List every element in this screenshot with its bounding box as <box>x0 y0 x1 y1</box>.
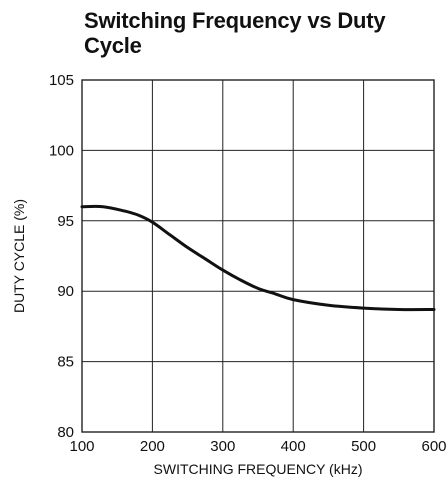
y-tick-label: 105 <box>49 72 74 89</box>
x-tick-label: 600 <box>421 438 446 455</box>
x-tick-label: 100 <box>69 438 94 455</box>
plot-frame <box>81 79 435 433</box>
x-tick-label: 400 <box>281 438 306 455</box>
y-tick-label: 95 <box>57 213 74 230</box>
grid-lines <box>81 79 435 433</box>
x-tick-label: 500 <box>351 438 376 455</box>
series-layer <box>80 204 436 312</box>
y-axis-label: DUTY CYCLE (%) <box>11 199 27 313</box>
y-tick-label: 90 <box>57 283 74 300</box>
y-tick-label: 100 <box>49 142 74 159</box>
x-tick-label: 200 <box>140 438 165 455</box>
x-axis-label: SWITCHING FREQUENCY (kHz) <box>154 461 363 477</box>
series-line-0 <box>80 204 436 312</box>
y-tick-label: 80 <box>57 424 74 441</box>
x-tick-label: 300 <box>210 438 235 455</box>
tick-labels: 100 200 300 400 500 600 80 85 90 95 100 105 <box>49 72 447 455</box>
chart-title: Switching Frequency vs Duty Cycle <box>84 8 386 58</box>
y-tick-label: 85 <box>57 354 74 371</box>
